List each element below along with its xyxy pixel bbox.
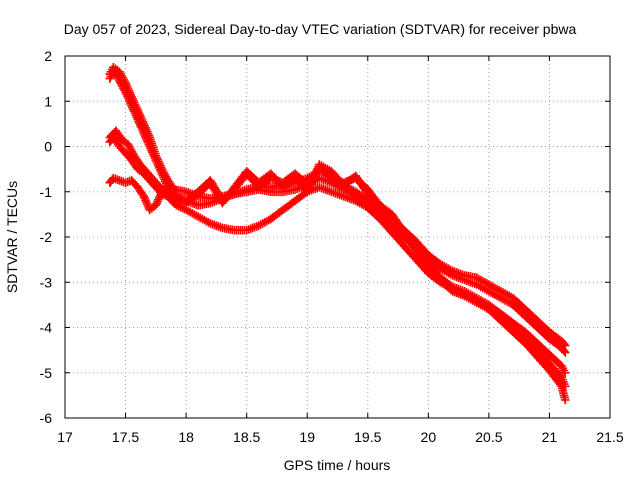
x-tick-label: 17 (57, 429, 73, 445)
x-tick-label: 17.5 (112, 429, 139, 445)
y-tick-label: 0 (44, 139, 52, 155)
series-pass-3-markers (105, 126, 570, 378)
x-tick-label: 21.5 (596, 429, 623, 445)
grid-lines (65, 56, 610, 418)
y-tick-label: -1 (40, 184, 53, 200)
x-tick-label: 21 (542, 429, 558, 445)
y-tick-label: -2 (40, 229, 53, 245)
y-tick-label: -5 (40, 365, 53, 381)
x-tick-label: 18 (178, 429, 194, 445)
y-tick-label: 2 (44, 48, 52, 64)
x-tick-label: 19.5 (354, 429, 381, 445)
series-pass-4-markers (105, 133, 570, 391)
y-axis-label: SDTVAR / TECUs (4, 181, 20, 293)
y-tick-label: 1 (44, 93, 52, 109)
chart-title: Day 057 of 2023, Sidereal Day-to-day VTE… (64, 21, 577, 37)
x-axis-label: GPS time / hours (284, 457, 391, 473)
x-axis-ticks: 17 17.5 18 18.5 19 19.5 20 20.5 21 21.5 (57, 56, 624, 445)
y-axis-ticks: 2 1 0 -1 -2 -3 -4 -5 -6 (40, 48, 610, 426)
y-tick-label: -4 (40, 320, 53, 336)
x-tick-label: 20 (421, 429, 437, 445)
y-tick-label: -3 (40, 274, 53, 290)
x-tick-label: 20.5 (475, 429, 502, 445)
x-tick-label: 18.5 (233, 429, 260, 445)
plot-frame (64, 55, 611, 419)
data-series (105, 63, 570, 405)
x-tick-label: 19 (299, 429, 315, 445)
series-pass-5-markers (105, 160, 570, 405)
y-tick-label: -6 (40, 410, 53, 426)
